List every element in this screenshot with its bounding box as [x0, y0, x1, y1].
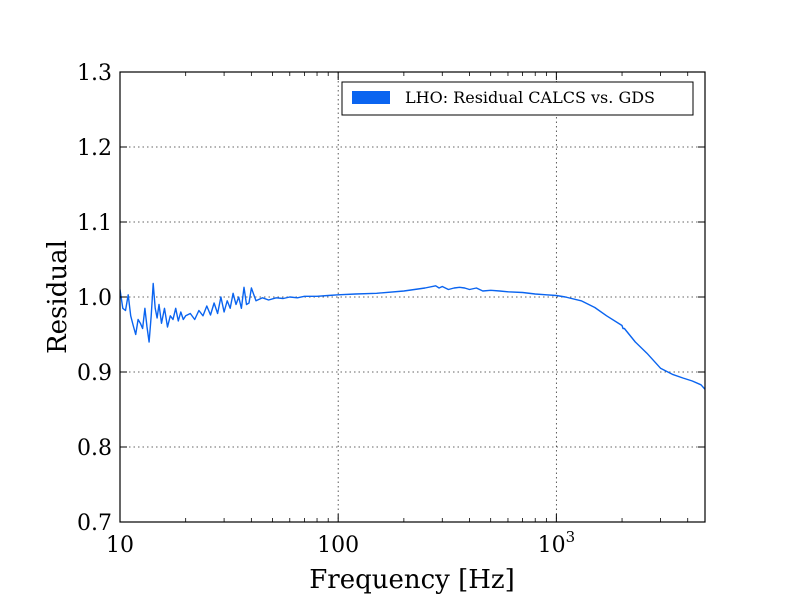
legend-swatch: [352, 91, 390, 104]
series-layer: [120, 282, 705, 390]
y-tick-label: 1.0: [77, 286, 112, 311]
y-axis-label: Residual: [43, 240, 73, 354]
y-tick-label: 1.1: [77, 211, 112, 236]
legend-box: [341, 81, 694, 116]
x-tick-label: 10: [106, 533, 134, 558]
grid-lines: [120, 72, 705, 522]
legend: LHO: Residual CALCS vs. GDS: [341, 81, 694, 116]
x-tick-label: 100: [317, 533, 359, 558]
legend-label: LHO: Residual CALCS vs. GDS: [405, 88, 655, 107]
y-tick-label: 1.2: [77, 136, 112, 161]
axis-tick-labels: 0.70.80.91.01.11.21.310 100 103: [77, 61, 575, 558]
y-tick-label: 0.8: [77, 436, 112, 461]
y-tick-label: 0.9: [77, 361, 112, 386]
y-tick-label: 0.7: [77, 511, 112, 536]
x-tick-label-exponent: 3: [566, 528, 576, 546]
axis-ticks: [119, 71, 705, 523]
y-tick-label: 1.3: [77, 61, 112, 86]
x-tick-label: 103: [538, 528, 576, 558]
x-tick-label-base: 10: [538, 533, 566, 558]
series-line: [120, 282, 705, 390]
x-axis-label: Frequency [Hz]: [309, 565, 515, 595]
